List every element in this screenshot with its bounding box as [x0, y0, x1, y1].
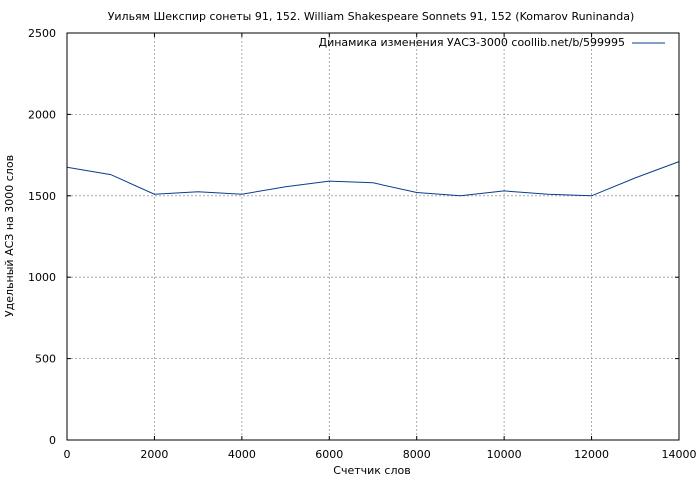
x-tick-label: 12000	[574, 448, 609, 461]
legend-label: Динамика изменения УАСЗ-3000 coollib.net…	[319, 36, 626, 49]
y-tick-label: 1000	[28, 271, 56, 284]
x-axis-title: Счетчик слов	[333, 464, 410, 477]
legend: Динамика изменения УАСЗ-3000 coollib.net…	[319, 36, 665, 49]
grid-lines	[67, 33, 679, 440]
y-tick-label: 2000	[28, 108, 56, 121]
x-tick-label: 0	[64, 448, 71, 461]
y-tick-label: 500	[35, 353, 56, 366]
y-axis-title: Удельный АСЗ на 3000 слов	[3, 155, 16, 317]
x-axis-ticks: 0 2000 4000 6000 8000 10000 12000 14000	[64, 33, 697, 461]
x-tick-label: 14000	[662, 448, 697, 461]
x-tick-label: 2000	[140, 448, 168, 461]
y-tick-label: 0	[49, 434, 56, 447]
series-layer	[66, 161, 680, 197]
x-tick-label: 8000	[403, 448, 431, 461]
plot-frame	[66, 32, 680, 441]
x-tick-label: 4000	[228, 448, 256, 461]
chart-title: Уильям Шекспир сонеты 91, 152. William S…	[108, 10, 635, 23]
y-tick-label: 2500	[28, 27, 56, 40]
y-tick-label: 1500	[28, 190, 56, 203]
y-axis-ticks: 0 500 1000 1500 2000 2500	[28, 27, 679, 447]
series-line-0	[66, 161, 680, 197]
x-tick-label: 6000	[315, 448, 343, 461]
x-tick-label: 10000	[487, 448, 522, 461]
